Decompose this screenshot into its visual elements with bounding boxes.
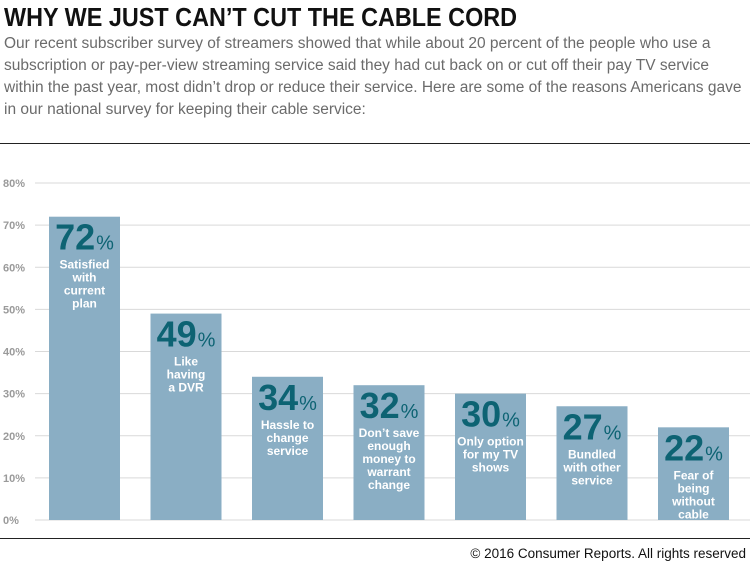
bar-category-label: Like having a DVR bbox=[167, 355, 206, 395]
y-tick-label: 30% bbox=[3, 389, 25, 401]
y-tick-label: 20% bbox=[3, 431, 25, 443]
chart-title: WHY WE JUST CAN’T CUT THE CABLE CORD bbox=[4, 2, 518, 32]
copyright-notice: © 2016 Consumer Reports. All rights rese… bbox=[470, 546, 746, 561]
bar-value-label: 49% bbox=[157, 314, 216, 355]
intro-text: Our recent subscriber survey of streamer… bbox=[4, 35, 742, 118]
y-tick-label: 40% bbox=[3, 347, 25, 359]
bar bbox=[455, 393, 526, 520]
bar bbox=[252, 376, 323, 520]
y-axis: 0% 10% 20% 30% 40% 50% 60% 70% 80% bbox=[3, 178, 25, 527]
bar-group: 32%Don’t save enough money to warrant change bbox=[353, 385, 425, 520]
bar-value-label: 32% bbox=[360, 385, 419, 426]
bar-group: 49%Like having a DVR bbox=[150, 313, 222, 520]
y-tick-label: 0% bbox=[3, 515, 19, 527]
bar-value-label: 27% bbox=[563, 406, 622, 447]
bar-group: 22%Fear of being without cable bbox=[658, 427, 729, 521]
bar bbox=[49, 216, 120, 520]
bar bbox=[658, 427, 729, 520]
y-tick-label: 50% bbox=[3, 304, 25, 316]
bar bbox=[150, 313, 222, 520]
top-rule bbox=[0, 143, 750, 144]
bar-category-label: Only option for my TV shows bbox=[457, 435, 524, 475]
bar-group: 30%Only option for my TV shows bbox=[455, 393, 526, 520]
bar-category-label: Don’t save enough money to warrant change bbox=[359, 426, 420, 492]
bottom-rule bbox=[0, 538, 750, 539]
bar-group: 27%Bundled with other service bbox=[556, 406, 628, 520]
bar-category-label: Satisfied with current plan bbox=[59, 258, 109, 311]
bar bbox=[556, 406, 628, 520]
y-tick-label: 10% bbox=[3, 473, 25, 485]
bar-group: 34%Hassle to change service bbox=[252, 376, 323, 520]
bar-value-label: 30% bbox=[461, 394, 520, 435]
bars: 72%Satisfied with current plan 49%Like having… bbox=[49, 216, 729, 521]
bar-chart: 0% 10% 20% 30% 40% 50% 60% 70% 80% 72%Satisfied w… bbox=[3, 178, 750, 527]
y-tick-label: 60% bbox=[3, 262, 25, 274]
bar-value-label: 22% bbox=[664, 427, 723, 468]
y-tick-label: 70% bbox=[3, 220, 25, 232]
bar-value-label: 72% bbox=[55, 217, 114, 258]
bar bbox=[353, 385, 425, 520]
y-tick-label: 80% bbox=[3, 178, 25, 190]
bar-value-label: 34% bbox=[258, 377, 317, 418]
bar-category-label: Hassle to change service bbox=[261, 418, 314, 458]
bar-group: 72%Satisfied with current plan bbox=[49, 216, 120, 520]
bar-category-label: Bundled with other service bbox=[562, 447, 621, 487]
bar-category-label: Fear of being without cable bbox=[671, 468, 715, 521]
